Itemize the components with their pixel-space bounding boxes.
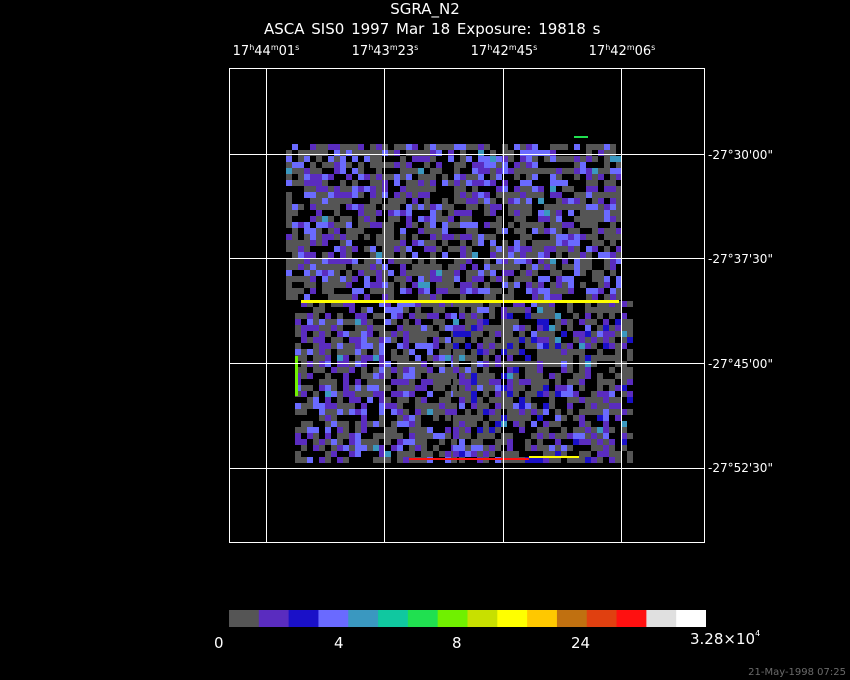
image-title: SGRA_N2 [390,0,460,18]
dec-tick-label: -27°30'00" [708,148,773,162]
colorbar-min-label: 0 [214,634,224,652]
colorbar-label: 8 [452,634,462,652]
plot-frame [229,68,705,543]
ra-tick-label: 17h42m45s [470,43,538,59]
colorbar [229,610,706,627]
dec-tick-label: -27°45'00" [708,357,773,371]
colorbar-swatch [676,610,706,627]
dec-tick-label: -27°52'30" [708,461,773,475]
ra-tick-label: 17h44m01s [232,43,300,59]
colorbar-label: 4 [334,634,344,652]
colorbar-swatch [616,610,647,627]
colorbar-swatch [407,610,439,627]
ra-tick-label: 17h42m06s [588,43,656,59]
colorbar-swatch [378,610,409,627]
colorbar-swatch [586,610,617,627]
colorbar-swatch [437,610,468,627]
colorbar-swatch [467,610,498,627]
colorbar-max-label: 3.28×104 [690,629,761,648]
colorbar-swatch [288,610,319,627]
ra-tick-label: 17h43m23s [351,43,419,59]
observation-info: ASCA SIS0 1997 Mar 18 Exposure: 19818 s [264,20,601,38]
colorbar-swatch [258,610,290,627]
timestamp: 21-May-1998 07:25 [748,667,846,678]
colorbar-swatch [556,610,588,627]
colorbar-swatch [318,610,349,627]
colorbar-swatch [348,610,379,627]
dec-tick-label: -27°37'30" [708,252,773,266]
xray-image-pixels [286,136,633,463]
colorbar-swatch [497,610,528,627]
colorbar-swatch [646,610,677,627]
colorbar-swatch [229,610,260,627]
xray-image-plot [229,68,705,543]
colorbar-label: 24 [571,634,591,652]
colorbar-swatch [527,610,558,627]
coordinate-grid [229,68,705,543]
